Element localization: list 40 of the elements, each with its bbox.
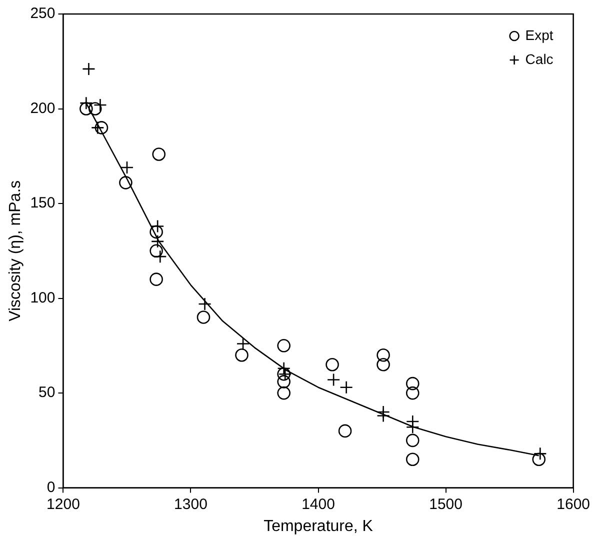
point bbox=[196, 310, 210, 324]
point bbox=[376, 348, 390, 362]
point bbox=[326, 358, 339, 372]
point bbox=[119, 176, 132, 190]
y-tick-label: 250 bbox=[30, 5, 56, 22]
point bbox=[406, 386, 420, 400]
point bbox=[120, 160, 134, 174]
y-tick-label: 150 bbox=[30, 194, 56, 212]
x-tick-label: 1500 bbox=[429, 496, 462, 513]
y-tick-label: 100 bbox=[30, 289, 56, 306]
x-tick-label: 1600 bbox=[556, 496, 590, 513]
y-axis-title: Viscosity (η), mPa.s bbox=[7, 180, 24, 322]
point bbox=[406, 376, 420, 390]
y-tick-label: 50 bbox=[38, 384, 56, 402]
y-tick-label: 200 bbox=[30, 100, 56, 117]
point bbox=[80, 102, 93, 116]
point bbox=[88, 102, 102, 116]
point bbox=[406, 434, 420, 448]
point bbox=[277, 386, 290, 400]
x-tick-label: 1300 bbox=[174, 496, 208, 513]
x-axis-title: Temperature, K bbox=[264, 518, 374, 535]
point bbox=[376, 358, 390, 372]
x-tick-label: 1400 bbox=[302, 496, 335, 513]
legend-label: Calc bbox=[525, 50, 554, 67]
point bbox=[277, 375, 290, 388]
point bbox=[150, 272, 163, 286]
point bbox=[150, 225, 163, 239]
point bbox=[94, 121, 108, 134]
point bbox=[338, 424, 352, 438]
x-tick-label: 1200 bbox=[46, 496, 80, 513]
point bbox=[235, 348, 248, 362]
point bbox=[82, 62, 96, 76]
legend-label: Expt bbox=[525, 26, 554, 43]
point bbox=[532, 452, 546, 466]
point bbox=[326, 373, 340, 386]
point bbox=[277, 339, 290, 352]
point bbox=[152, 148, 166, 161]
point bbox=[150, 244, 163, 258]
point bbox=[406, 452, 420, 466]
y-tick-label: 0 bbox=[46, 478, 56, 496]
